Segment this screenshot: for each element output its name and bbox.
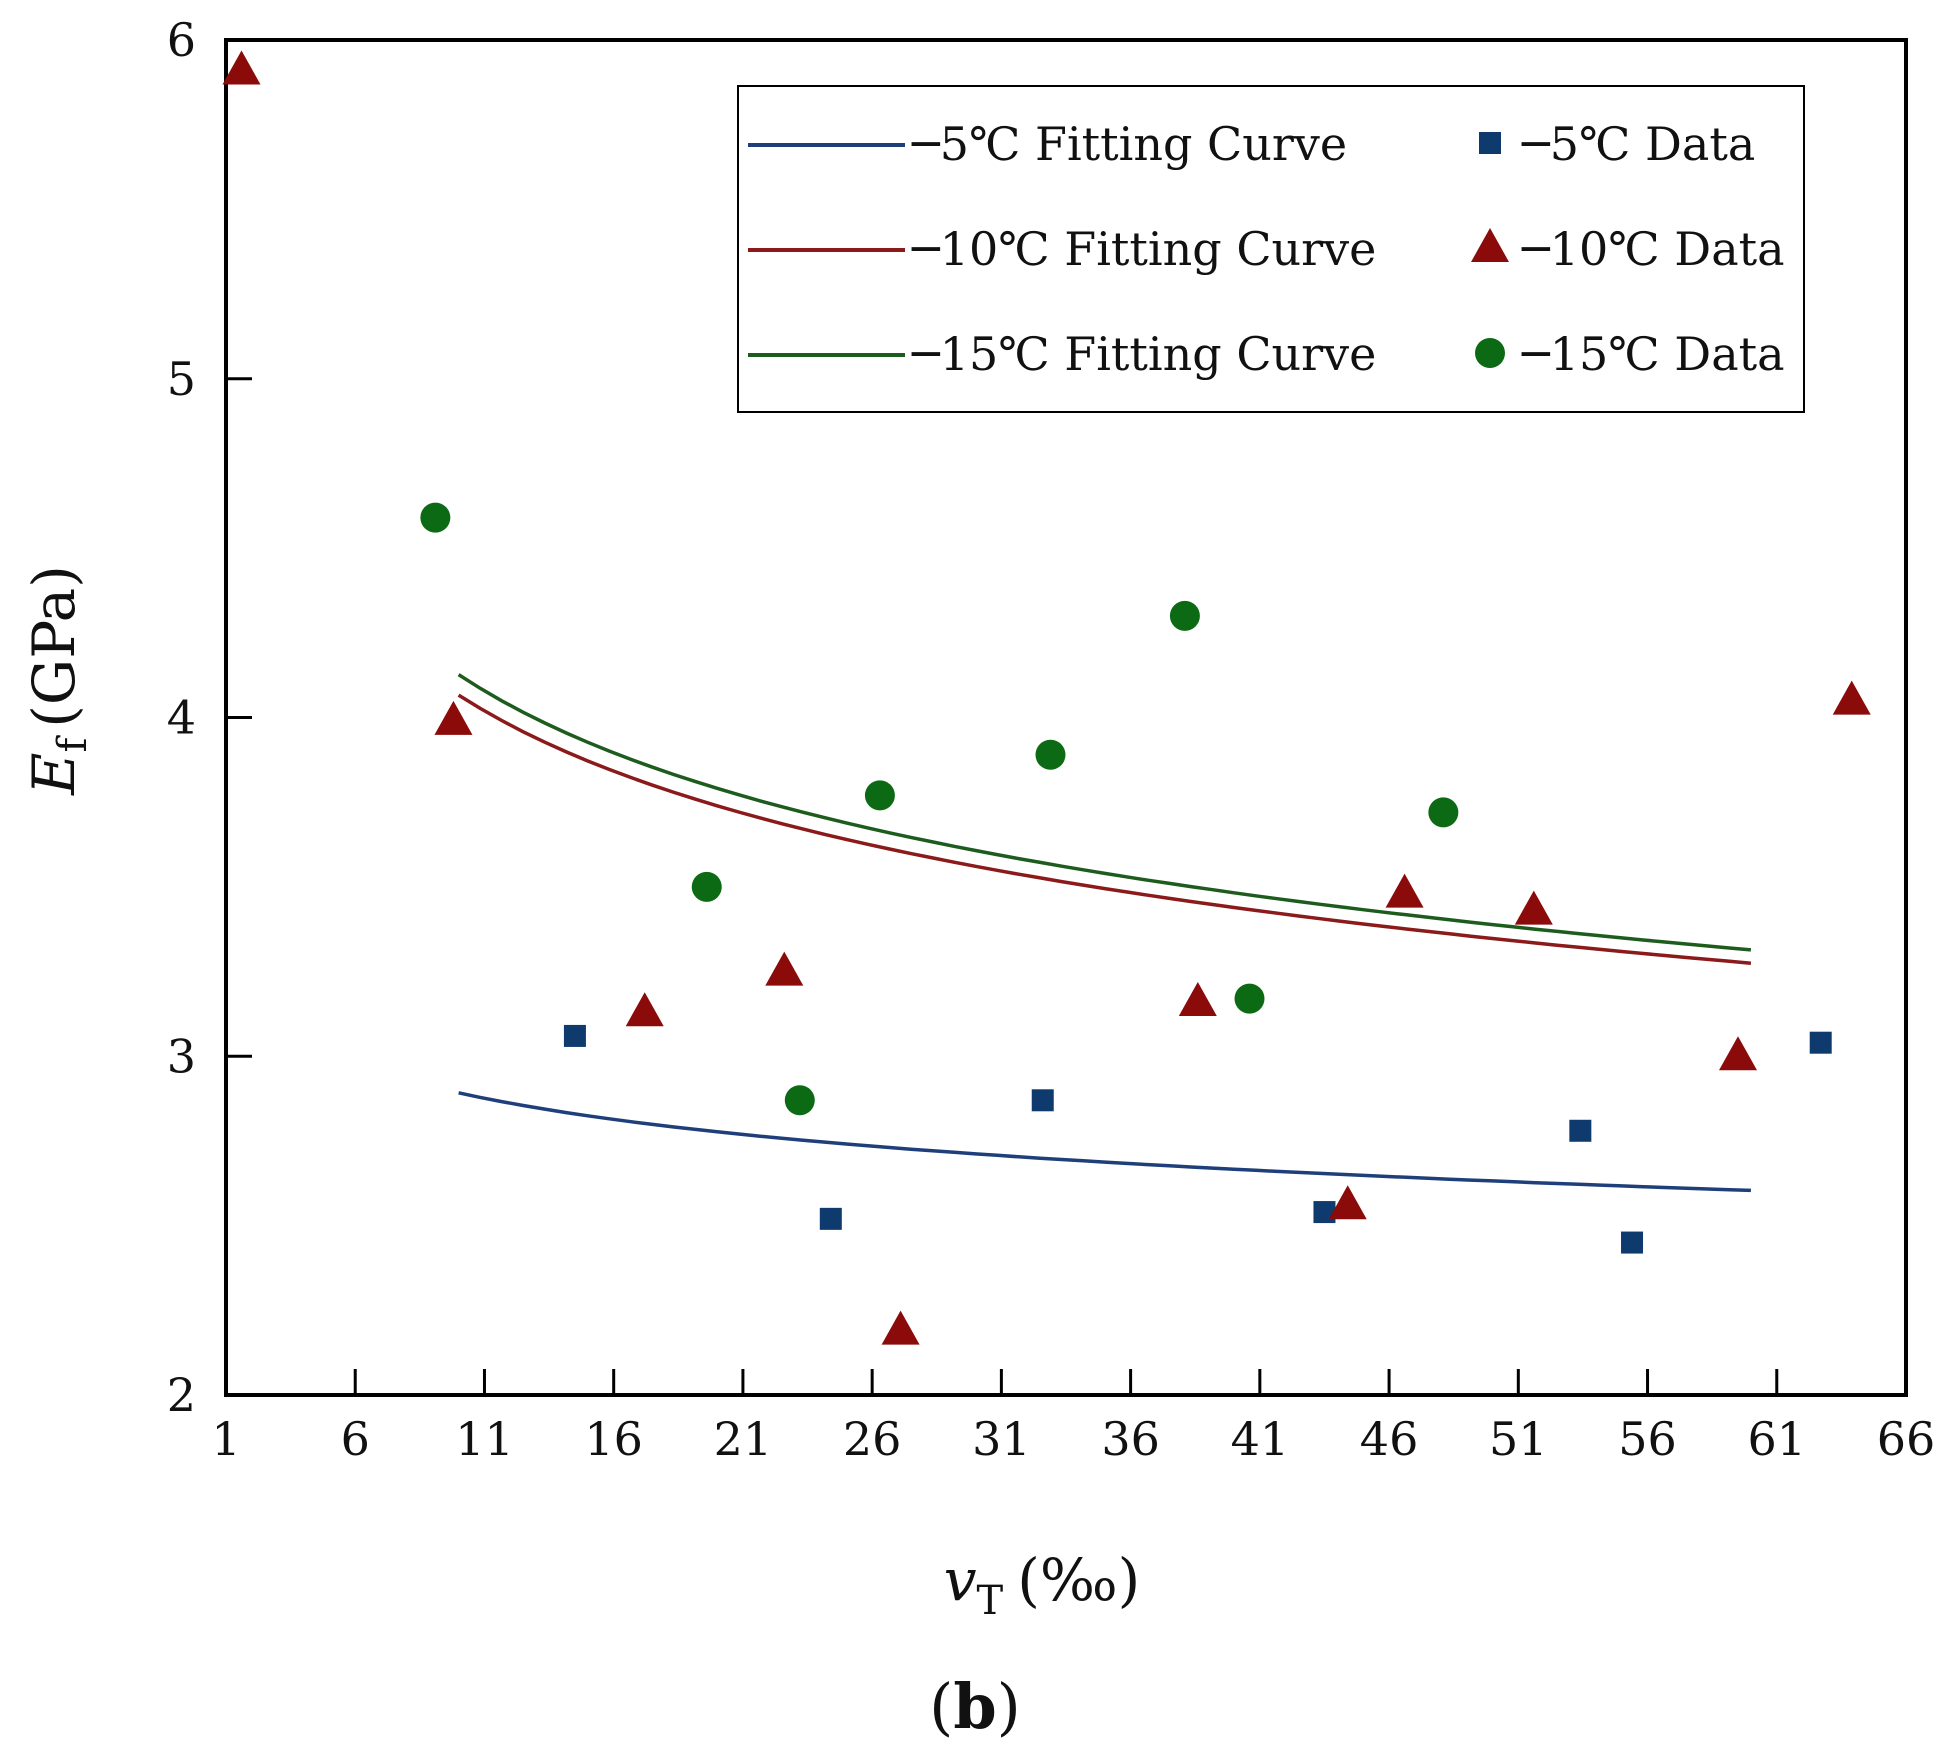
y-tick-labels: 2 3 4 5 6 <box>167 13 196 1422</box>
data-point-4-5 <box>1178 982 1217 1017</box>
y-tick-label: 4 <box>167 691 196 745</box>
x-tick-label: 21 <box>714 1412 773 1466</box>
data-point-4-4 <box>881 1310 920 1345</box>
x-tick-label: 1 <box>211 1412 240 1466</box>
y-tick-label: 3 <box>167 1029 196 1083</box>
legend-marker-swatch <box>1479 132 1501 154</box>
legend-label: ─5℃ Data <box>1521 117 1755 171</box>
data-point-5-2 <box>784 1085 815 1116</box>
axis-ticks <box>224 38 1908 1397</box>
legend-marker-swatch <box>1475 338 1505 368</box>
data-point-5-7 <box>1428 797 1459 828</box>
y-tick-label: 6 <box>167 13 196 67</box>
fit-curve-2 <box>457 673 1752 952</box>
data-point-3-6 <box>1809 1031 1832 1054</box>
y-tick-label: 2 <box>167 1368 196 1422</box>
legend-label: ─5℃ Fitting Curve <box>911 117 1347 171</box>
x-tick-label: 66 <box>1877 1412 1936 1466</box>
x-tick-label: 31 <box>972 1412 1031 1466</box>
data-point-3-3 <box>1313 1201 1336 1224</box>
figure-caption: (b) <box>929 1670 1021 1743</box>
data-point-4-9 <box>1719 1036 1757 1071</box>
legend-box <box>737 85 1805 413</box>
data-point-4-8 <box>1514 890 1553 925</box>
data-point-3-0 <box>563 1024 586 1047</box>
x-tick-label: 56 <box>1618 1412 1677 1466</box>
fitting-curves <box>457 673 1752 1193</box>
x-tick-label: 6 <box>341 1412 370 1466</box>
data-point-5-6 <box>1234 983 1265 1014</box>
x-tick-labels: 1 6 11 16 21 26 31 36 41 46 51 56 61 66 <box>211 1412 1935 1466</box>
data-point-3-5 <box>1621 1231 1644 1254</box>
data-point-4-3 <box>765 951 804 986</box>
data-point-4-0 <box>222 50 261 85</box>
data-point-5-5 <box>1169 600 1200 631</box>
x-tick-label: 11 <box>455 1412 514 1466</box>
x-tick-label: 36 <box>1101 1412 1160 1466</box>
y-tick-label: 5 <box>167 352 196 406</box>
x-tick-label: 26 <box>843 1412 902 1466</box>
x-tick-label: 41 <box>1231 1412 1290 1466</box>
data-point-3-2 <box>1031 1089 1054 1112</box>
x-tick-label: 16 <box>584 1412 643 1466</box>
data-point-4-1 <box>434 700 473 735</box>
data-point-5-0 <box>420 502 451 533</box>
data-point-5-1 <box>691 871 722 902</box>
x-tick-label: 46 <box>1360 1412 1419 1466</box>
legend-label: ─10℃ Data <box>1521 222 1785 276</box>
fit-curve-1 <box>457 693 1752 965</box>
y-axis-title: Ef(GPa) <box>20 565 96 796</box>
data-point-3-1 <box>819 1207 842 1230</box>
x-tick-label: 61 <box>1747 1412 1806 1466</box>
fit-curve-0 <box>458 1091 1751 1193</box>
legend-marker-swatch <box>1471 228 1509 262</box>
x-tick-label: 51 <box>1489 1412 1548 1466</box>
data-point-5-3 <box>864 780 895 811</box>
legend: ─5℃ Fitting Curve ─10℃ Fitting Curve ─15℃ … <box>737 85 1805 413</box>
data-point-4-2 <box>625 992 664 1027</box>
data-point-4-6 <box>1328 1185 1367 1220</box>
data-point-5-4 <box>1035 739 1066 770</box>
data-point-3-4 <box>1569 1119 1592 1142</box>
data-markers <box>222 50 1871 1345</box>
data-point-4-7 <box>1385 873 1424 908</box>
legend-label: ─15℃ Data <box>1521 327 1785 381</box>
legend-label: ─15℃ Fitting Curve <box>911 327 1376 381</box>
data-point-4-10 <box>1832 680 1871 715</box>
legend-label: ─10℃ Fitting Curve <box>911 222 1376 276</box>
x-axis-title: vT (‰) <box>944 1546 1141 1624</box>
